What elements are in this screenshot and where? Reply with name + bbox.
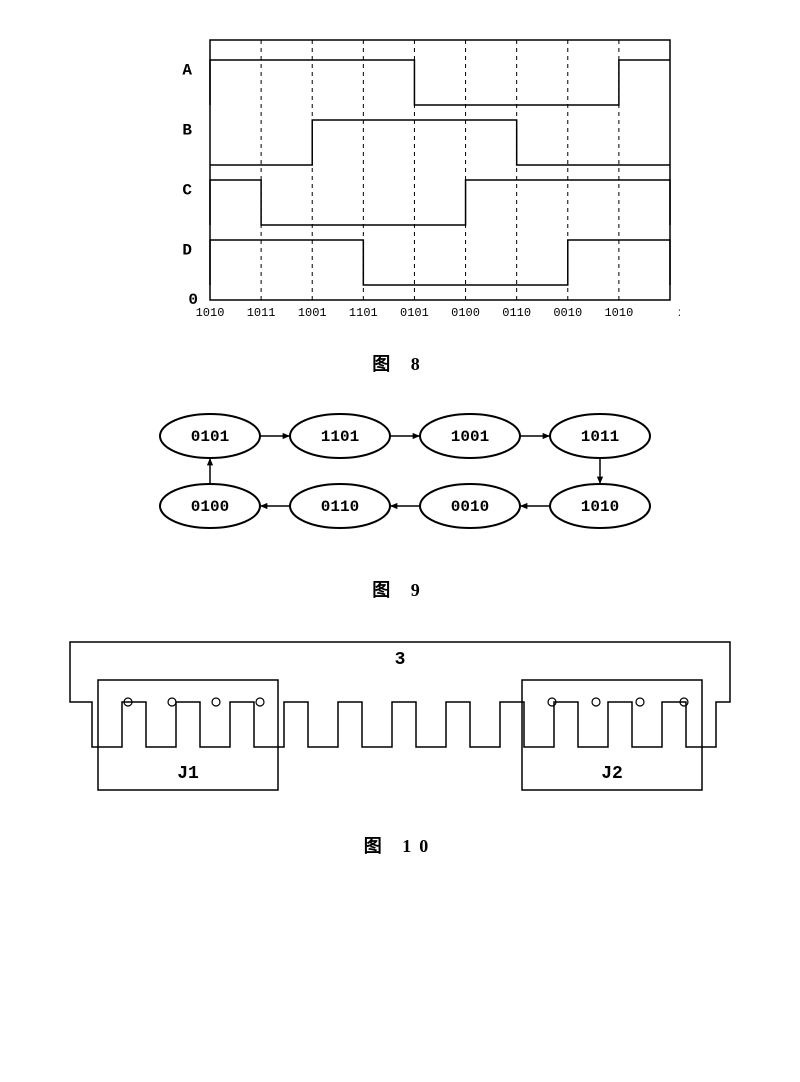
svg-text:J2: J2 [601,764,623,784]
svg-text:A: A [182,62,192,80]
fig9-caption: 图 9 [372,576,428,602]
svg-text:J1: J1 [177,764,199,784]
svg-text:0101: 0101 [400,306,429,320]
svg-text:0: 0 [188,291,198,309]
timing-diagram: 1010101110011101010101000110001010100xAB… [120,30,680,330]
svg-text:0100: 0100 [191,498,229,516]
svg-text:C: C [182,182,192,200]
svg-text:1010: 1010 [581,498,619,516]
svg-text:0100: 0100 [451,306,480,320]
svg-text:1011: 1011 [581,428,619,446]
svg-text:1010: 1010 [604,306,633,320]
figure-9: 0101 1101 1001 1011 0100 0110 0010 1010 图 9 [0,406,800,602]
svg-text:1101: 1101 [321,428,359,446]
svg-text:0010: 0010 [451,498,489,516]
svg-text:0110: 0110 [321,498,359,516]
svg-text:1101: 1101 [349,306,378,320]
figure-8: 1010101110011101010101000110001010100xAB… [0,30,800,376]
svg-text:1001: 1001 [298,306,327,320]
svg-text:1010: 1010 [196,306,225,320]
svg-text:x: x [678,306,680,320]
svg-text:1001: 1001 [451,428,489,446]
svg-text:0110: 0110 [502,306,531,320]
svg-text:D: D [182,242,192,260]
sensor-comb-diagram: 3 J1 J2 [50,632,750,812]
fig8-caption: 图 8 [372,350,428,376]
svg-text:0010: 0010 [553,306,582,320]
svg-text:0101: 0101 [191,428,229,446]
state-diagram: 0101 1101 1001 1011 0100 0110 0010 1010 [120,406,680,556]
svg-text:1011: 1011 [247,306,276,320]
figure-10: 3 J1 J2 图 10 [0,632,800,858]
svg-text:B: B [182,122,192,140]
fig10-caption: 图 10 [364,832,437,858]
svg-text:3: 3 [395,650,406,670]
